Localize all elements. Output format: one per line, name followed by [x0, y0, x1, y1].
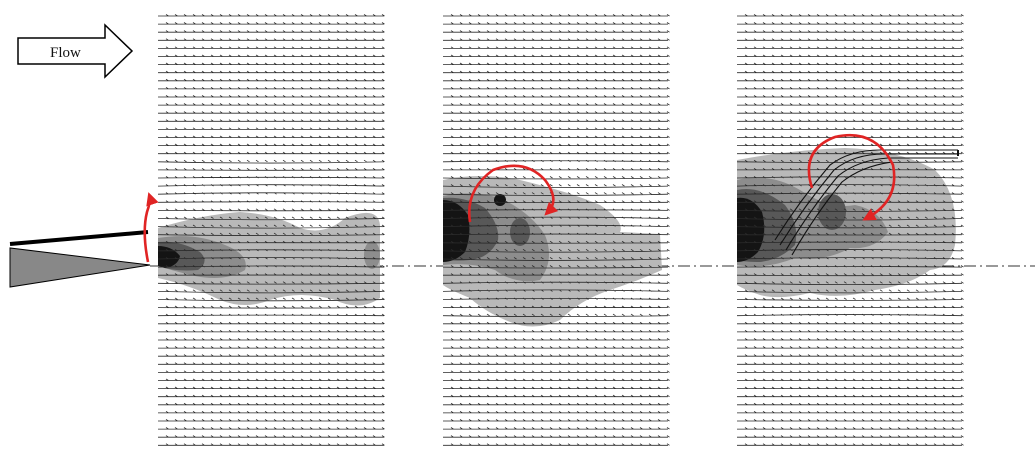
panel-1 [143, 14, 385, 446]
panel-3 [736, 14, 964, 446]
flap-plate [9, 230, 149, 246]
panel-2 [442, 14, 670, 446]
vortex-arrow-1 [143, 192, 159, 263]
wedge-body [9, 247, 151, 288]
vorticity-contours-1 [158, 212, 380, 306]
vortex-arrow-2 [467, 164, 559, 223]
vortex-arrow-3 [807, 133, 896, 221]
flow-label: Flow [50, 45, 81, 61]
trailing-edge-geometry [9, 230, 151, 288]
shear-layer-streaks-3 [774, 149, 958, 256]
velocity-vectors-3 [736, 14, 964, 446]
velocity-vectors-1 [157, 14, 385, 446]
vector-rows [736, 14, 964, 446]
flow-direction-arrow: Flow [17, 23, 134, 79]
vector-rows [157, 14, 385, 446]
